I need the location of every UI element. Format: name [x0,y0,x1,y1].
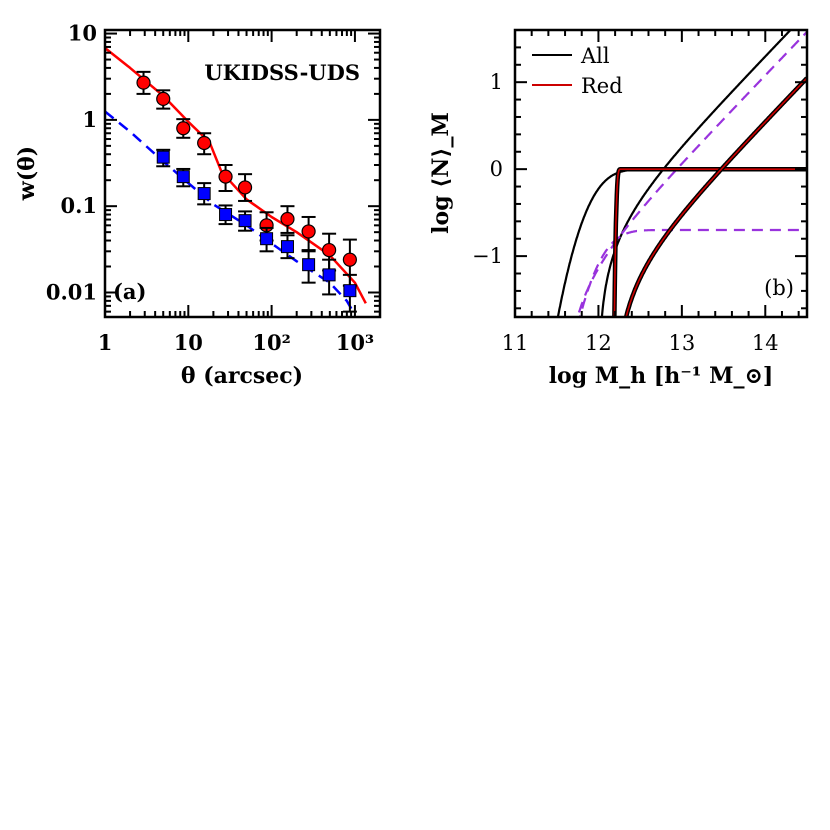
panel-a-title: UKIDSS-UDS [204,60,360,85]
x-tick-label: 14 [752,331,779,355]
square-marker [343,284,357,298]
hod-curve-dashed [578,228,807,317]
blue-data-point [301,250,316,284]
circle-marker [237,180,253,195]
square-marker [197,187,211,201]
square-marker [280,240,294,254]
legend-label-red: Red [581,74,623,98]
x-tick-label: 10³ [336,330,374,355]
circle-marker [322,242,337,258]
hod-curve-red [613,168,807,317]
square-marker [322,268,336,282]
square-marker [176,170,190,184]
panel-b-chart: 11 12 13 14 −1 0 1 All Red (b) log M_h [h⁻¹ M_… [428,28,809,389]
circle-marker [197,135,212,151]
blue-data-point [156,148,171,168]
square-marker [156,150,170,164]
x-tick-label: 12 [585,331,612,355]
panel-b-legend: All Red [532,44,623,98]
circle-marker [280,211,295,227]
y-tick-label: 1 [490,70,503,94]
x-tick-label: 11 [502,331,529,355]
blue-data-point [238,210,253,232]
blue-data-point [176,167,191,188]
red-data-point [136,70,151,95]
y-tick-label: 0 [490,157,503,181]
panel-a-label: (a) [113,279,146,304]
x-tick-label: 1 [98,330,113,355]
red-data-point [237,173,253,202]
blue-data-point [280,234,295,260]
y-tick-label: 0.01 [46,279,97,304]
square-marker [238,214,252,228]
blue-data-point [259,226,274,253]
blue-data-point [197,182,212,206]
hod-curve-dashed [576,31,807,317]
hod-curve-red [625,77,807,317]
x-tick-label: 13 [668,331,695,355]
red-data-point [156,89,171,110]
blue-data-point [322,258,337,296]
panel-a-xlabel: θ (arcsec) [181,363,303,389]
x-tick-label: 10 [174,330,203,355]
circle-marker [218,169,233,184]
panel-b-ylabel: log ⟨N⟩_M [428,112,454,234]
hod-curve-all [600,30,792,317]
panel-b-frame [513,28,809,319]
panel-b-label: (b) [764,276,794,300]
circle-marker [156,91,171,107]
red-data-point [218,164,233,192]
y-tick-label: 10 [68,21,97,46]
red-data-point [176,118,191,139]
y-tick-label: 0.1 [60,193,97,218]
circle-marker [136,75,151,90]
blue-data-point [218,204,233,226]
blue-data-point [342,273,357,313]
panel-a-chart: 1 10 10² 10³ 0.01 0.1 1 10 UKIDSS-UDS (a) θ (ar… [14,21,382,389]
circle-marker [176,121,191,136]
square-marker [302,258,316,272]
circle-marker [342,252,357,267]
panel-a-ylabel: w(θ) [14,146,40,201]
square-marker [260,232,274,246]
square-marker [219,208,233,222]
panel-b-xlabel: log M_h [h⁻¹ M_⊙] [549,363,774,389]
y-tick-label: 1 [82,107,97,132]
panel-a-frame [103,28,382,319]
red-data-point [301,215,316,252]
legend-label-all: All [580,44,610,68]
y-tick-label: −1 [472,244,503,268]
circle-marker [301,224,316,239]
red-data-point [280,205,295,234]
x-tick-label: 10² [252,330,290,355]
red-data-point [197,132,212,156]
